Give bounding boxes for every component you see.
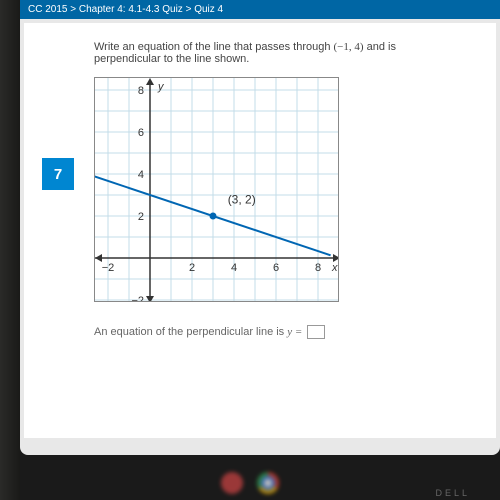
svg-text:(3, 2): (3, 2) — [228, 192, 256, 206]
svg-text:−2: −2 — [131, 295, 144, 302]
laptop-screen: CC 2015 > Chapter 4: 4.1-4.3 Quiz > Quiz… — [20, 0, 500, 455]
svg-text:2: 2 — [189, 262, 195, 274]
svg-text:4: 4 — [138, 169, 144, 181]
svg-text:4: 4 — [231, 262, 237, 274]
taskbar — [221, 472, 279, 494]
svg-text:8: 8 — [138, 85, 144, 97]
chrome-icon[interactable] — [257, 472, 279, 494]
svg-text:8: 8 — [315, 262, 321, 274]
svg-text:−2: −2 — [102, 262, 115, 274]
photo-edge — [0, 0, 20, 500]
coordinate-graph: −22468−22468xy(−3, 4)(3, 2) — [94, 77, 339, 302]
svg-text:2: 2 — [138, 211, 144, 223]
svg-text:6: 6 — [273, 262, 279, 274]
svg-text:y: y — [157, 81, 165, 93]
settings-icon[interactable] — [221, 472, 243, 494]
question-text: Write an equation of the line that passe… — [94, 41, 456, 65]
graph-container: −22468−22468xy(−3, 4)(3, 2) — [94, 77, 486, 307]
laptop-brand: DELL — [435, 488, 470, 498]
answer-var: y = — [287, 326, 302, 338]
question-prefix: Write an equation of the line that passe… — [94, 41, 334, 53]
answer-input[interactable] — [307, 325, 325, 339]
question-number-badge: 7 — [42, 158, 74, 190]
answer-prefix: An equation of the perpendicular line is — [94, 326, 287, 338]
breadcrumb[interactable]: CC 2015 > Chapter 4: 4.1-4.3 Quiz > Quiz… — [20, 0, 500, 19]
quiz-content: Write an equation of the line that passe… — [24, 23, 496, 438]
answer-row: An equation of the perpendicular line is… — [94, 325, 486, 339]
svg-text:6: 6 — [138, 127, 144, 139]
question-point: (−1, 4) — [334, 41, 364, 53]
svg-text:x: x — [331, 262, 338, 274]
